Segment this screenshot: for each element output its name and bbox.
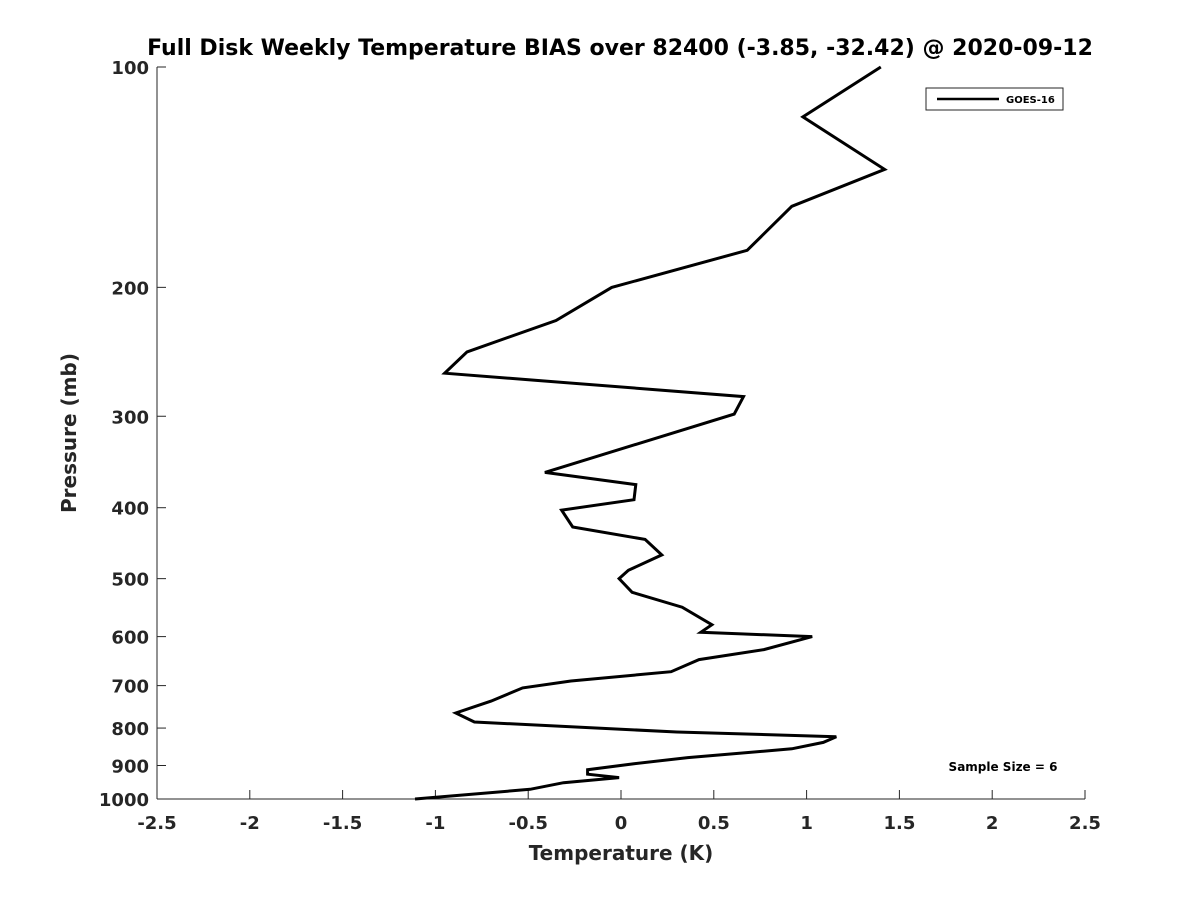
x-tick-label: 0.5: [698, 813, 730, 834]
x-tick-label: -2.5: [137, 813, 176, 834]
legend: GOES-16: [925, 87, 1064, 111]
x-tick-label: 2: [986, 813, 999, 834]
x-tick-label: -0.5: [509, 813, 548, 834]
y-tick-label: 1000: [99, 790, 149, 811]
y-tick-label: 600: [111, 628, 149, 649]
y-tick-label: 400: [111, 499, 149, 520]
series-line-goes-16: [414, 65, 888, 801]
x-tick-label: 0: [615, 813, 628, 834]
x-ticks: -2.5 -2 -1.5 -1 -0.5 0 0.5 1 1.5 2 2.5: [137, 790, 1101, 834]
x-tick-label: 2.5: [1069, 813, 1101, 834]
x-tick-label: -2: [240, 813, 260, 834]
sample-size-annotation: Sample Size = 6: [949, 760, 1058, 774]
chart-title: Full Disk Weekly Temperature BIAS over 8…: [147, 36, 1093, 61]
y-ticks: 100 200 300 400 500 600 700 800 900 1000: [99, 58, 166, 811]
y-axis-label: Pressure (mb): [57, 353, 81, 513]
y-tick-label: 700: [111, 677, 149, 698]
y-tick-label: 300: [111, 407, 149, 428]
series-layer: [414, 65, 888, 801]
x-tick-label: 1.5: [883, 813, 915, 834]
y-tick-label: 500: [111, 570, 149, 591]
y-tick-label: 900: [111, 757, 149, 778]
axes: [156, 67, 1085, 800]
x-axis-label: Temperature (K): [529, 841, 714, 865]
y-tick-label: 200: [111, 278, 149, 299]
legend-entry: GOES-16: [1006, 95, 1055, 106]
x-tick-label: 1: [800, 813, 813, 834]
x-tick-label: -1.5: [323, 813, 362, 834]
x-tick-label: -1: [425, 813, 445, 834]
y-tick-label: 100: [111, 58, 149, 79]
y-tick-label: 800: [111, 719, 149, 740]
